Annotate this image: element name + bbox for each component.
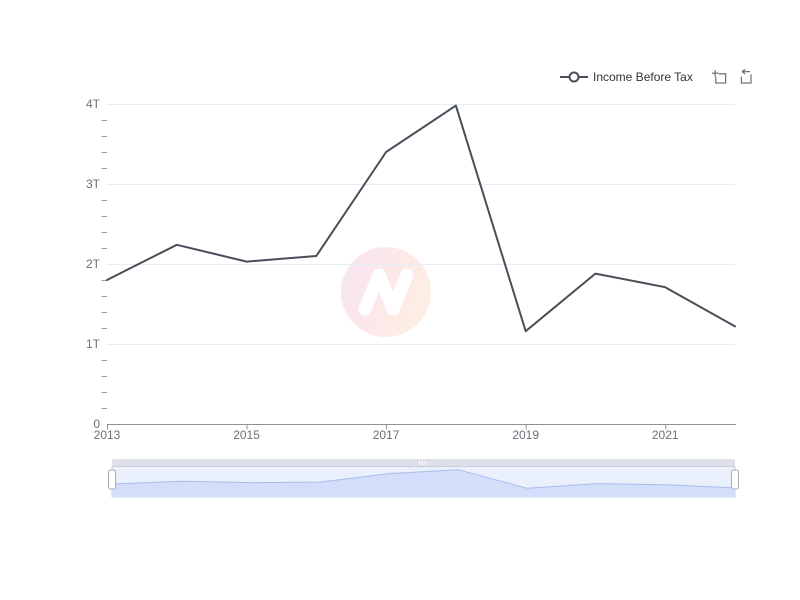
x-axis-ticks — [107, 425, 667, 430]
legend-label: Income Before Tax — [593, 70, 693, 84]
x-axis-labels: 2013 2015 2017 2019 2021 — [94, 428, 679, 442]
y-axis-labels: 0 1T 2T 3T 4T — [86, 97, 101, 431]
legend-line-marker-icon — [560, 71, 588, 83]
y-axis-label: 4T — [86, 97, 101, 111]
x-axis-label: 2021 — [652, 428, 679, 442]
datazoom-slider — [108, 459, 739, 498]
restore-icon[interactable] — [737, 68, 754, 86]
plot-area[interactable] — [107, 104, 736, 424]
x-axis-label: 2015 — [233, 428, 260, 442]
y-axis-label: 3T — [86, 177, 101, 191]
legend: Income Before Tax — [560, 68, 754, 86]
watermark-letter-n — [358, 268, 414, 316]
legend-item-income-before-tax[interactable]: Income Before Tax — [560, 68, 693, 86]
y-gridlines — [107, 104, 735, 345]
y-axis-label: 2T — [86, 257, 101, 271]
y-minor-ticks — [101, 120, 107, 409]
x-axis-label: 2013 — [94, 428, 121, 442]
datazoom-grip-icon — [419, 460, 426, 465]
datazoom-move-handle[interactable] — [112, 459, 735, 467]
datazoom-data-shadow-line — [111, 469, 736, 489]
data-zoom-icon[interactable] — [711, 69, 728, 86]
x-axis-label: 2017 — [373, 428, 400, 442]
datazoom-data-shadow-area — [112, 469, 735, 497]
y-axis-label: 1T — [86, 337, 101, 351]
series-line-income-before-tax[interactable] — [106, 104, 736, 333]
datazoom-left-handle[interactable] — [108, 469, 116, 490]
y-axis-label: 0 — [93, 417, 100, 431]
datazoom-right-handle[interactable] — [731, 469, 739, 490]
x-axis-label: 2019 — [512, 428, 539, 442]
watermark-logo — [341, 247, 431, 337]
toolbox — [702, 68, 754, 86]
